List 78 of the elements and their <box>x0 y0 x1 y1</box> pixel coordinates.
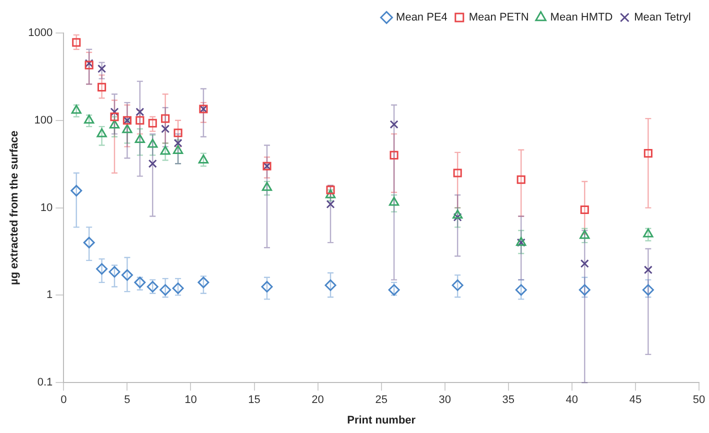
point <box>84 114 94 124</box>
point <box>72 38 81 47</box>
point <box>452 279 464 291</box>
point <box>122 124 132 134</box>
legend-label: Mean PETN <box>468 12 529 24</box>
y-tick-label: 1 <box>46 289 53 302</box>
point <box>261 280 273 292</box>
x-tick-label: 0 <box>60 394 67 406</box>
point <box>109 120 120 128</box>
x-tick-label: 15 <box>248 394 260 406</box>
point <box>96 128 107 138</box>
point <box>578 284 590 296</box>
x-tick-label: 35 <box>502 394 515 406</box>
point <box>121 269 133 281</box>
point <box>136 108 144 116</box>
x-tick-label: 30 <box>438 394 451 406</box>
legend-label: Mean HMTD <box>550 12 613 24</box>
point <box>148 159 157 168</box>
point <box>172 282 184 294</box>
point <box>325 189 336 198</box>
point <box>110 108 119 116</box>
point <box>453 168 462 178</box>
point <box>580 230 590 239</box>
point <box>262 182 272 191</box>
point <box>160 146 170 155</box>
point <box>388 284 400 296</box>
point <box>96 263 108 275</box>
point <box>390 150 398 160</box>
y-axis-title: µg extracted from the surface <box>8 130 21 285</box>
point <box>172 144 184 154</box>
point <box>326 186 335 194</box>
point <box>644 266 652 274</box>
point <box>148 118 157 128</box>
point <box>642 284 654 296</box>
y-tick-label: 1000 <box>28 27 53 40</box>
point <box>160 284 172 296</box>
point <box>580 205 589 214</box>
point <box>148 138 158 148</box>
x-tick-label: 25 <box>375 394 388 406</box>
point <box>198 154 209 164</box>
point <box>452 210 463 219</box>
point <box>326 200 335 208</box>
point <box>110 112 119 122</box>
point <box>71 104 82 114</box>
point <box>390 120 398 129</box>
point <box>161 114 170 123</box>
point <box>136 116 144 125</box>
x-tick-label: 45 <box>629 394 642 406</box>
point <box>644 149 652 158</box>
x-tick-label: 5 <box>124 394 130 406</box>
point <box>98 64 106 74</box>
legend-label: Mean PE4 <box>396 12 448 24</box>
legend-label: Mean Tetryl <box>634 12 691 24</box>
x-tick-label: 50 <box>692 394 706 406</box>
point <box>161 124 170 134</box>
point <box>174 128 182 138</box>
y-tick-label: 100 <box>34 114 53 126</box>
point <box>515 284 527 296</box>
point <box>198 276 210 288</box>
point <box>453 212 462 222</box>
point <box>643 228 654 238</box>
point <box>108 266 120 278</box>
point <box>146 280 158 292</box>
point <box>134 134 145 144</box>
point <box>388 196 400 206</box>
x-tick-label: 40 <box>566 394 578 406</box>
point <box>70 184 82 196</box>
point <box>580 259 589 268</box>
x-tick-label: 10 <box>184 394 197 406</box>
x-tick-label: 20 <box>312 394 324 406</box>
y-tick-label: 10 <box>40 202 53 214</box>
y-tick-label: 0.1 <box>37 376 53 389</box>
point <box>516 175 526 184</box>
point <box>324 279 336 291</box>
point <box>83 236 95 248</box>
point <box>98 82 106 92</box>
point <box>174 138 182 148</box>
x-axis-title: Print number <box>347 414 416 426</box>
